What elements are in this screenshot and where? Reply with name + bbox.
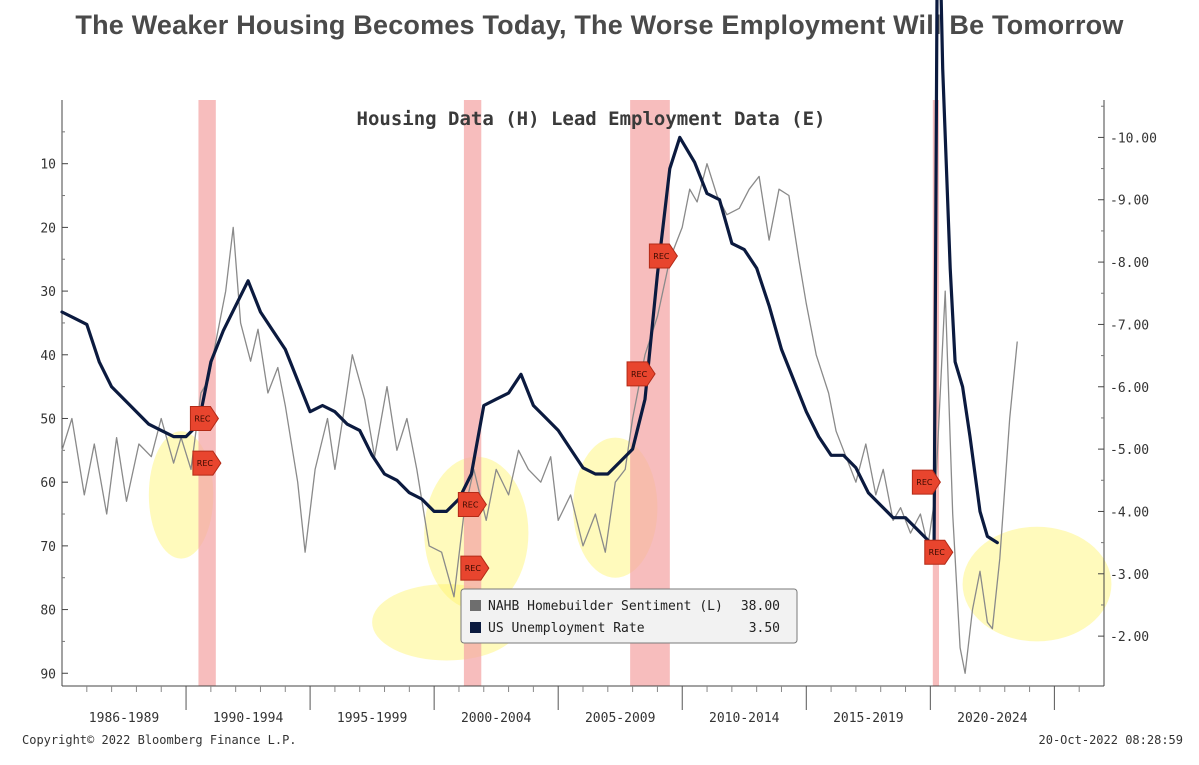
- rec-marker-1: REC: [192, 450, 222, 476]
- right-tick-label-7: -9.00: [1110, 194, 1149, 209]
- copyright-text: Copyright© 2022 Bloomberg Finance L.P.: [22, 733, 297, 747]
- left-tick-label-7: 80: [40, 604, 56, 619]
- right-tick-label-1: -3.00: [1110, 568, 1149, 583]
- rec-marker-shape: [189, 405, 220, 431]
- x-tick-label-5: 2010-2014: [709, 711, 780, 726]
- legend-label-unemployment: US Unemployment Rate: [488, 621, 645, 636]
- rec-marker-shape: [911, 469, 941, 495]
- rec-marker-6: REC: [911, 469, 941, 495]
- x-tick-label-1: 1990-1994: [213, 711, 284, 726]
- x-tick-label-7: 2020-2024: [957, 711, 1028, 726]
- x-tick-label-2: 1995-1999: [337, 711, 407, 726]
- x-tick-label-0: 1986-1989: [89, 711, 159, 726]
- rec-marker-label: REC: [465, 564, 482, 573]
- legend-swatch-unemployment: [470, 622, 481, 633]
- headline: The Weaker Housing Becomes Today, The Wo…: [75, 10, 1124, 40]
- rec-marker-shape: [460, 555, 490, 581]
- legend-swatch-nahb: [470, 600, 481, 611]
- legend-box: [460, 588, 798, 644]
- left-tick-label-2: 30: [40, 285, 56, 300]
- rec-marker-7: REC: [924, 539, 954, 565]
- legend-value-unemployment: 3.50: [749, 621, 780, 636]
- rec-marker-4: REC: [626, 361, 656, 387]
- rec-marker-label: REC: [462, 500, 479, 509]
- rec-marker-label: REC: [197, 459, 214, 468]
- rec-marker-shape: [457, 491, 487, 517]
- rec-marker-5: REC: [648, 243, 678, 269]
- left-tick-label-8: 90: [40, 667, 56, 682]
- recession-band-layer: [198, 100, 940, 686]
- rec-marker-3: REC: [460, 555, 490, 581]
- series-line-unemployment: [60, 0, 999, 545]
- timestamp-text: 20-Oct-2022 08:28:59: [1038, 733, 1184, 747]
- left-tick-label-3: 40: [40, 349, 56, 364]
- rec-marker-shape: [924, 539, 954, 565]
- recession-band-2: [630, 100, 670, 686]
- highlight-blob-4: [962, 526, 1112, 642]
- recession-band-1: [463, 100, 482, 686]
- right-tick-label-0: -2.00: [1110, 630, 1149, 645]
- left-tick-label-4: 50: [40, 412, 56, 427]
- rec-marker-shape: [648, 243, 678, 269]
- right-tick-label-6: -8.00: [1110, 256, 1149, 271]
- rec-marker-0: REC: [189, 405, 220, 431]
- legend-value-nahb: 38.00: [741, 599, 780, 614]
- rec-marker-label: REC: [653, 252, 670, 261]
- rec-marker-label: REC: [194, 414, 211, 423]
- rec-marker-label: REC: [631, 370, 648, 379]
- left-tick-label-1: 20: [40, 221, 56, 236]
- tick-layer: 10 20 30 40 50 60 70 80 90 -2.00 -3.00 -4.00 -5.00 -6…: [40, 105, 1157, 726]
- right-tick-label-2: -4.00: [1110, 505, 1149, 520]
- rec-marker-label: REC: [929, 548, 946, 557]
- chart-title: Housing Data (H) Lead Employment Data (E…: [357, 108, 826, 130]
- recession-band-0: [198, 100, 216, 686]
- rec-marker-shape: [192, 450, 222, 476]
- rec-marker-layer: REC REC REC REC REC REC REC REC: [189, 243, 954, 581]
- left-tick-label-0: 10: [40, 158, 56, 173]
- rec-marker-2: REC: [457, 491, 487, 517]
- right-tick-label-5: -7.00: [1110, 318, 1149, 333]
- series-layer: [60, 0, 1018, 674]
- left-tick-label-5: 60: [40, 476, 56, 491]
- x-tick-label-6: 2015-2019: [833, 711, 903, 726]
- legend: NAHB Homebuilder Sentiment (L) 38.00 US …: [460, 588, 798, 644]
- legend-label-nahb: NAHB Homebuilder Sentiment (L): [488, 599, 723, 614]
- x-tick-label-3: 2000-2004: [461, 711, 532, 726]
- right-tick-label-4: -6.00: [1110, 381, 1149, 396]
- right-tick-label-3: -5.00: [1110, 443, 1149, 458]
- series-line-nahb: [61, 163, 1018, 674]
- right-tick-label-8: -10.00: [1110, 131, 1157, 146]
- left-tick-label-6: 70: [40, 540, 56, 555]
- rec-marker-shape: [626, 361, 656, 387]
- x-tick-label-4: 2005-2009: [585, 711, 655, 726]
- rec-marker-label: REC: [916, 478, 933, 487]
